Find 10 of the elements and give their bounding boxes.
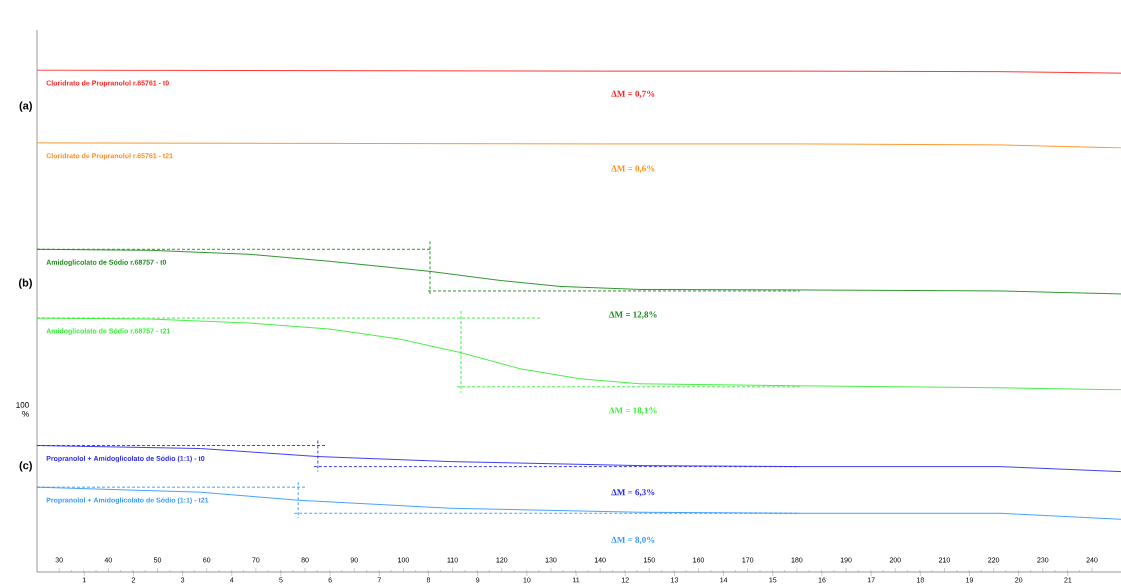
annotation: ΔM = 18,1%: [609, 407, 657, 415]
y-axis-title: 100 %: [16, 402, 29, 417]
annotation: ΔM = 8,0%: [611, 536, 655, 545]
text: (b): [18, 278, 32, 289]
annotation: ΔM = 12,8%: [609, 311, 657, 319]
annotation: ΔM = 0,6%: [611, 165, 655, 173]
annotation: ΔM = 0,7%: [611, 90, 655, 99]
text: (c): [19, 461, 32, 472]
text: (a): [19, 101, 32, 112]
annotation: ΔM = 6,3%: [611, 489, 655, 497]
